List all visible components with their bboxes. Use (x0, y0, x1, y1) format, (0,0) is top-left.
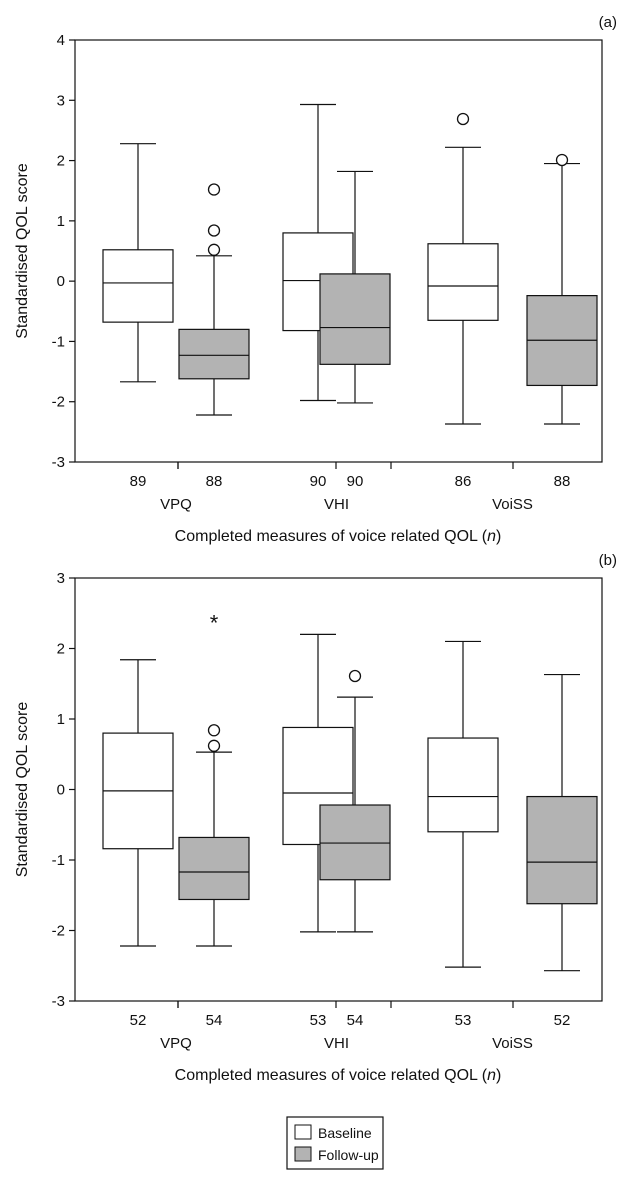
follow-up-box-vpq (178, 183, 250, 416)
n-label: 86 (455, 473, 472, 490)
iqr-box (319, 804, 391, 881)
baseline-box-vhi (282, 633, 354, 933)
x-axis-title-text: Completed measures of voice related QOL … (175, 528, 488, 545)
panel-label: (a) (599, 14, 617, 31)
n-label: 53 (310, 1012, 327, 1029)
outlier-point (456, 112, 470, 126)
x-axis-title-close: ) (496, 1067, 501, 1084)
outlier-point (207, 243, 221, 256)
outlier-point (207, 739, 221, 752)
follow-up-box-voiss (526, 153, 598, 425)
y-tick-label: 2 (57, 153, 65, 170)
x-axis-title-text: Completed measures of voice related QOL … (175, 1067, 488, 1084)
y-tick-label: -3 (52, 454, 65, 471)
legend-label-baseline: Baseline (318, 1125, 372, 1141)
x-axis-title-n: n (487, 528, 496, 545)
iqr-box (178, 836, 250, 901)
legend-swatch-baseline (294, 1124, 312, 1140)
y-tick-label: 0 (57, 782, 65, 799)
y-tick-label: 1 (57, 213, 65, 230)
follow-up-box-vpq: * (178, 611, 250, 947)
y-tick-label: 3 (57, 570, 65, 587)
y-tick-label: -1 (52, 852, 65, 869)
legend: Baseline Follow-up (286, 1116, 384, 1170)
n-label: 88 (206, 473, 223, 490)
follow-up-box-voiss (526, 673, 598, 972)
baseline-box-vpq (102, 659, 174, 947)
y-tick-label: 1 (57, 711, 65, 728)
baseline-box-vpq (102, 143, 174, 383)
y-tick-label: 0 (57, 273, 65, 290)
y-tick-label: -1 (52, 333, 65, 350)
n-label: 52 (130, 1012, 147, 1029)
group-label: VHI (324, 1035, 349, 1052)
y-tick-label: 4 (57, 32, 65, 49)
group-label: VPQ (160, 496, 192, 513)
legend-label-follow-up: Follow-up (318, 1147, 379, 1163)
group-label: VHI (324, 496, 349, 513)
n-label: 52 (554, 1012, 571, 1029)
n-label: 54 (347, 1012, 364, 1029)
y-tick-label: -3 (52, 993, 65, 1010)
n-label: 90 (310, 473, 327, 490)
follow-up-box-vhi (319, 669, 391, 933)
baseline-box-voiss (427, 112, 499, 425)
y-axis-title: Standardised QOL score (14, 702, 31, 878)
panel-a-chart: -3 -2 -1 0 1 2 3 4 Standardised QOL score (a) 89 90… (14, 14, 617, 545)
outlier-point (555, 153, 569, 167)
outlier-point (207, 224, 221, 237)
x-axis-title: Completed measures of voice related QOL … (175, 1067, 502, 1084)
plot-frame (74, 39, 603, 463)
n-label: 54 (206, 1012, 223, 1029)
outlier-point (207, 724, 221, 737)
iqr-box (526, 795, 598, 905)
n-label: 53 (455, 1012, 472, 1029)
n-label: 90 (347, 473, 364, 490)
y-tick-label: 3 (57, 92, 65, 109)
n-label: 88 (554, 473, 571, 490)
baseline-box-voiss (427, 640, 499, 968)
n-label: 89 (130, 473, 147, 490)
x-axis-title-n: n (487, 1067, 496, 1084)
iqr-box (178, 328, 250, 380)
group-label: VoiSS (492, 496, 533, 513)
y-axis-title: Standardised QOL score (14, 163, 31, 339)
x-axis-title: Completed measures of voice related QOL … (175, 528, 502, 545)
y-tick-label: -2 (52, 394, 65, 411)
group-label: VPQ (160, 1035, 192, 1052)
outlier-point (207, 183, 221, 196)
iqr-box (427, 737, 499, 833)
legend-swatch-follow-up (294, 1146, 312, 1162)
y-tick-label: 2 (57, 641, 65, 658)
extreme-point: * (210, 611, 219, 636)
follow-up-box-vhi (319, 170, 391, 404)
y-tick-label: -2 (52, 923, 65, 940)
panel-b-chart: -3 -2 -1 0 1 2 3 Standardised QOL score (b) 52 53 5… (14, 552, 617, 1084)
panel-label: (b) (599, 552, 617, 569)
group-label: VoiSS (492, 1035, 533, 1052)
iqr-box (102, 249, 174, 323)
x-axis-title-close: ) (496, 528, 501, 545)
iqr-box (427, 243, 499, 321)
outlier-point (348, 669, 362, 683)
iqr-box (319, 273, 391, 365)
